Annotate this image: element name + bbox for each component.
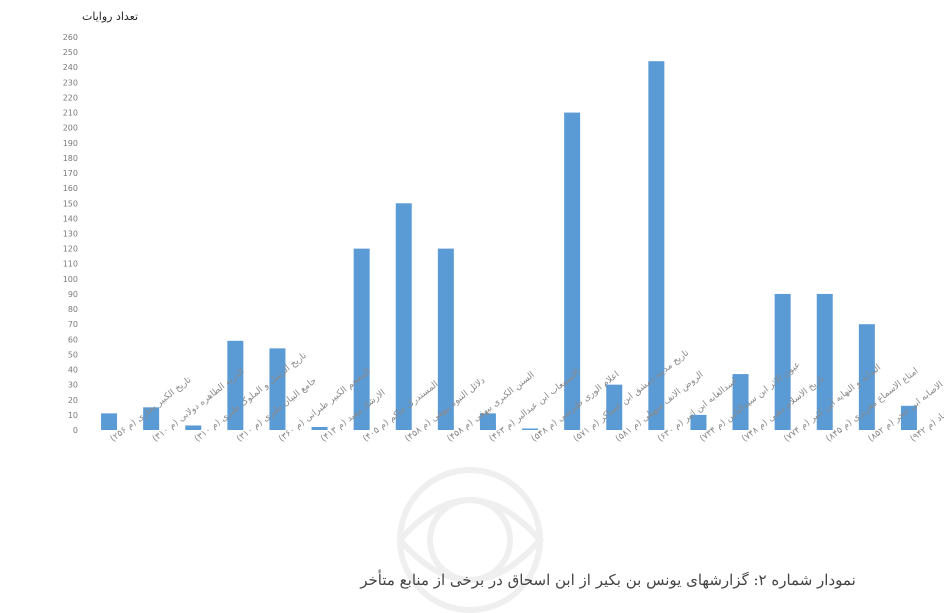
bar	[353, 248, 370, 430]
y-tick-label: 170	[63, 169, 78, 178]
y-tick-label: 240	[63, 63, 78, 72]
y-tick-label: 60	[68, 335, 78, 344]
bar	[816, 293, 833, 430]
y-tick-label: 210	[63, 109, 78, 118]
bar	[479, 413, 496, 430]
bar	[227, 340, 244, 430]
y-tick-label: 20	[68, 396, 78, 405]
y-tick-label: 260	[63, 33, 78, 42]
bar	[606, 384, 623, 430]
bar	[143, 407, 160, 430]
bar	[774, 293, 791, 430]
y-tick-label: 90	[68, 290, 78, 299]
bar	[522, 428, 539, 430]
chart-caption: نمودار شماره ۲: گزارشهای یونس بن بکیر از…	[359, 570, 856, 589]
bar	[858, 324, 875, 430]
bar	[732, 374, 749, 430]
category-label: اسدالغابه ابن اثیر (م ۶۳۰)	[656, 376, 739, 444]
y-tick-label: 40	[68, 366, 78, 375]
bar	[185, 425, 202, 430]
y-tick-label: 160	[63, 184, 78, 193]
y-tick-label: 230	[63, 78, 78, 87]
y-tick-label: 80	[68, 305, 78, 314]
bar	[648, 61, 665, 430]
bar	[395, 203, 412, 430]
y-tick-label: 50	[68, 350, 78, 359]
y-tick-label: 220	[63, 93, 78, 102]
category-label: تاریخ الکبیر بخاری (م ۲۵۶)	[109, 375, 194, 444]
bar	[437, 248, 454, 430]
y-tick-label: 30	[68, 381, 78, 390]
y-tick-label: 0	[73, 426, 78, 435]
y-tick-label: 130	[63, 230, 78, 239]
y-axis-ticks: 0 10 20 30 40 50 60 70 80 90 100 110 120 130 140 150 160…	[63, 33, 78, 435]
bars	[101, 61, 917, 431]
bar	[900, 405, 917, 430]
bar	[690, 414, 707, 430]
y-tick-label: 180	[63, 154, 78, 163]
y-axis-label: تعداد روایات	[82, 10, 138, 23]
y-tick-label: 100	[63, 275, 78, 284]
y-tick-label: 70	[68, 320, 78, 329]
bar	[564, 112, 581, 431]
bar	[101, 413, 118, 430]
y-tick-label: 140	[63, 214, 78, 223]
watermark-ornament	[397, 467, 544, 613]
y-tick-label: 150	[63, 199, 78, 208]
y-tick-label: 200	[63, 124, 78, 133]
y-tick-label: 120	[63, 245, 78, 254]
y-tick-label: 10	[68, 411, 78, 420]
bar	[311, 426, 328, 430]
y-tick-label: 250	[63, 48, 78, 57]
bar	[269, 348, 286, 430]
y-tick-label: 110	[63, 260, 78, 269]
y-tick-label: 190	[63, 139, 78, 148]
category-label: الاصابه ابن حجر (م ۸۵۲)	[867, 380, 944, 445]
